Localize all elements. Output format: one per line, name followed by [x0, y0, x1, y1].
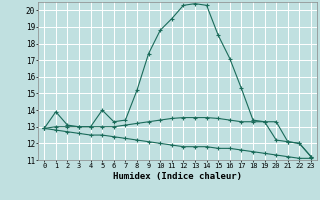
X-axis label: Humidex (Indice chaleur): Humidex (Indice chaleur): [113, 172, 242, 181]
